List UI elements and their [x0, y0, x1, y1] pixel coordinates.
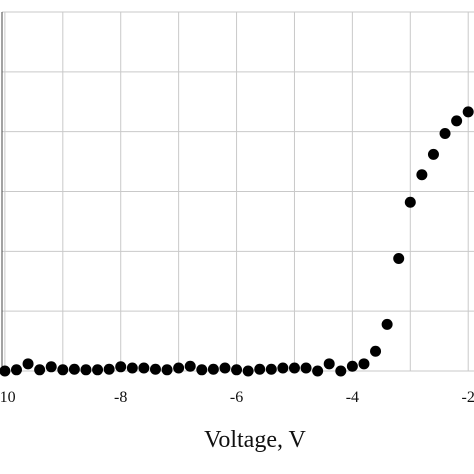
data-point [277, 362, 289, 374]
data-point [196, 364, 208, 376]
data-point [219, 362, 231, 374]
data-point [346, 360, 358, 372]
x-tick-label: -4 [346, 389, 359, 406]
x-tick-labels: -10 -8 -6 -4 -2 [0, 389, 474, 406]
data-point [103, 363, 115, 375]
data-point [416, 169, 428, 181]
data-point [45, 361, 57, 373]
data-point [323, 358, 335, 370]
x-tick-label: -2 [462, 389, 474, 406]
data-point [80, 364, 92, 376]
data-point [138, 362, 150, 374]
data-points [0, 106, 474, 377]
data-point [231, 364, 243, 376]
data-point [161, 364, 173, 376]
data-point [288, 362, 300, 374]
x-tick-label: -8 [114, 389, 127, 406]
data-point [0, 365, 11, 377]
data-point [10, 364, 22, 376]
data-point [451, 115, 463, 127]
data-point [358, 358, 370, 370]
data-point [126, 362, 138, 374]
data-point [149, 363, 161, 375]
data-point [439, 127, 451, 139]
data-point [393, 253, 405, 265]
data-point [265, 363, 277, 375]
data-point [57, 364, 69, 376]
data-point [370, 345, 382, 357]
data-point [312, 365, 324, 377]
horizontal-gridlines [2, 11, 474, 372]
data-point [335, 365, 347, 377]
data-point [207, 363, 219, 375]
data-point [427, 148, 439, 160]
x-tick-label: -10 [0, 389, 16, 406]
data-point [68, 363, 80, 375]
data-point [242, 365, 254, 377]
data-point [254, 363, 266, 375]
data-point [115, 361, 127, 373]
data-point [462, 106, 474, 118]
data-point [92, 364, 104, 376]
data-point [184, 360, 196, 372]
data-point [22, 358, 34, 370]
data-point [173, 362, 185, 374]
data-point [34, 364, 46, 376]
data-point [300, 362, 312, 374]
data-point [404, 196, 416, 208]
x-axis-title: Voltage, V [204, 427, 306, 453]
x-tick-label: -6 [230, 389, 243, 406]
data-point [381, 318, 393, 330]
